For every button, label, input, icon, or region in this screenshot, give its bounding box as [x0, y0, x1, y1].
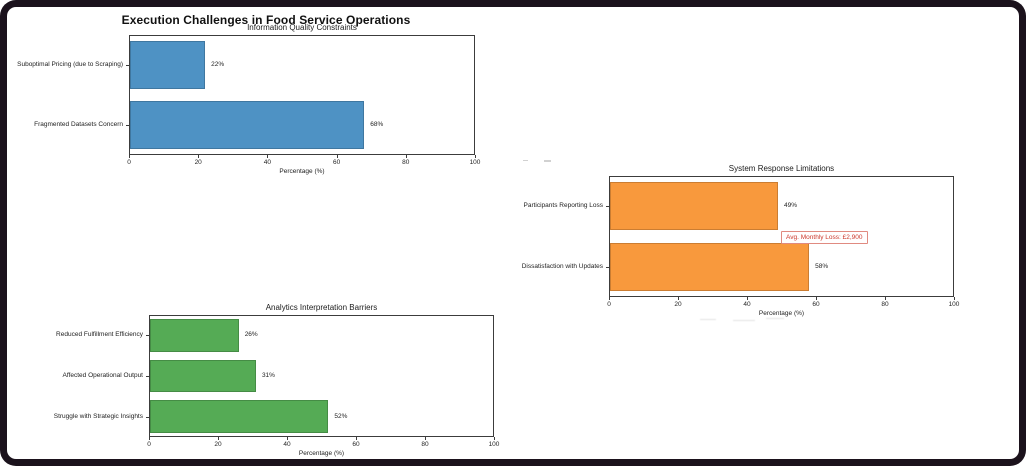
bar: [130, 41, 206, 89]
y-category-label: Reduced Fulfillment Efficiency: [56, 331, 143, 339]
y-tick-mark: [126, 65, 129, 66]
x-axis-label: Percentage (%): [279, 168, 325, 175]
x-tick-mark: [425, 437, 426, 440]
chart-title: Analytics Interpretation Barriers: [265, 303, 378, 312]
bar: [610, 182, 779, 231]
x-tick-mark: [678, 297, 679, 300]
x-tick-label: 60: [352, 441, 360, 448]
y-category-label: Suboptimal Pricing (due to Scraping): [17, 61, 123, 68]
x-tick-mark: [816, 297, 817, 300]
bar: [150, 319, 239, 352]
bar-chart-information-quality-constraints: Information Quality Constraints 22% Subopt…: [17, 23, 480, 175]
y-tick-mark: [606, 206, 609, 208]
y-category-label: Dissatisfaction with Updates: [521, 262, 603, 270]
x-tick-mark: [747, 297, 748, 300]
bar-value-label: 68%: [370, 121, 384, 128]
x-tick-mark: [494, 437, 495, 440]
bar-value-label: 26%: [244, 331, 258, 339]
x-axis-label: Percentage (%): [758, 310, 805, 317]
bar-value-label: 52%: [334, 412, 348, 420]
bar-value-label: 58%: [815, 262, 829, 270]
figure-title: Execution Challenges in Food Service Ope…: [121, 13, 411, 27]
x-tick-label: 0: [607, 301, 611, 308]
render-artifact: [766, 318, 784, 319]
x-tick-label: 0: [147, 441, 151, 448]
x-tick-mark: [954, 297, 955, 300]
y-tick-mark: [606, 266, 609, 268]
x-tick-mark: [609, 297, 610, 300]
x-tick-mark: [287, 437, 288, 440]
render-artifact: [523, 160, 528, 161]
x-tick-label: 100: [488, 441, 500, 448]
x-tick-label: 80: [881, 301, 889, 308]
render-artifact: [544, 160, 551, 162]
x-axis-label: Percentage (%): [298, 450, 345, 457]
x-tick-mark: [149, 437, 150, 440]
bar-chart-analytics-interpretation-barriers: Analytics Interpretation Barriers 26% Redu…: [54, 303, 500, 457]
bar-value-label: 49%: [784, 202, 798, 210]
bar: [150, 400, 329, 433]
bar-chart-system-response-limitations: System Response Limitations 49% Participan…: [522, 164, 960, 317]
x-tick-mark: [356, 437, 357, 440]
y-tick-mark: [146, 376, 149, 377]
x-tick-label: 20: [674, 301, 682, 308]
bar: [610, 242, 810, 291]
x-tick-label: 20: [214, 441, 222, 448]
x-tick-mark: [267, 155, 269, 158]
y-tick-mark: [126, 125, 129, 126]
x-tick-label: 20: [194, 159, 202, 166]
y-tick-mark: [146, 335, 149, 337]
bar-value-label: 22%: [211, 61, 225, 68]
x-tick-mark: [885, 297, 886, 300]
chart-title: System Response Limitations: [728, 164, 835, 173]
x-tick-mark: [198, 155, 200, 158]
x-tick-label: 40: [283, 441, 291, 448]
y-category-label: Affected Operational Output: [62, 372, 143, 379]
x-tick-label: 0: [127, 159, 131, 166]
x-tick-mark: [405, 155, 407, 158]
y-category-label: Fragmented Datasets Concern: [34, 121, 123, 128]
x-tick-mark: [475, 155, 476, 158]
x-tick-label: 60: [332, 159, 341, 166]
x-tick-label: 80: [402, 159, 410, 166]
bar-value-label: 31%: [261, 372, 275, 379]
render-artifact: [733, 320, 755, 321]
x-tick-label: 60: [812, 301, 820, 308]
x-tick-label: 100: [469, 159, 481, 166]
x-tick-mark: [336, 155, 338, 158]
y-category-label: Participants Reporting Loss: [523, 202, 604, 210]
render-artifact: [700, 319, 716, 320]
x-tick-label: 40: [743, 301, 751, 308]
x-tick-label: 100: [948, 301, 960, 308]
y-tick-mark: [146, 416, 149, 418]
chart-title: Information Quality Constraints: [247, 23, 357, 32]
annotation-avg-monthly-loss: Avg. Monthly Loss: £2,900: [781, 231, 868, 245]
x-tick-label: 80: [421, 441, 429, 448]
bar: [130, 101, 365, 149]
x-tick-mark: [129, 155, 130, 158]
bar: [150, 359, 256, 393]
x-tick-mark: [218, 437, 219, 440]
x-tick-label: 40: [263, 159, 271, 166]
y-category-label: Struggle with Strategic Insights: [53, 412, 143, 420]
